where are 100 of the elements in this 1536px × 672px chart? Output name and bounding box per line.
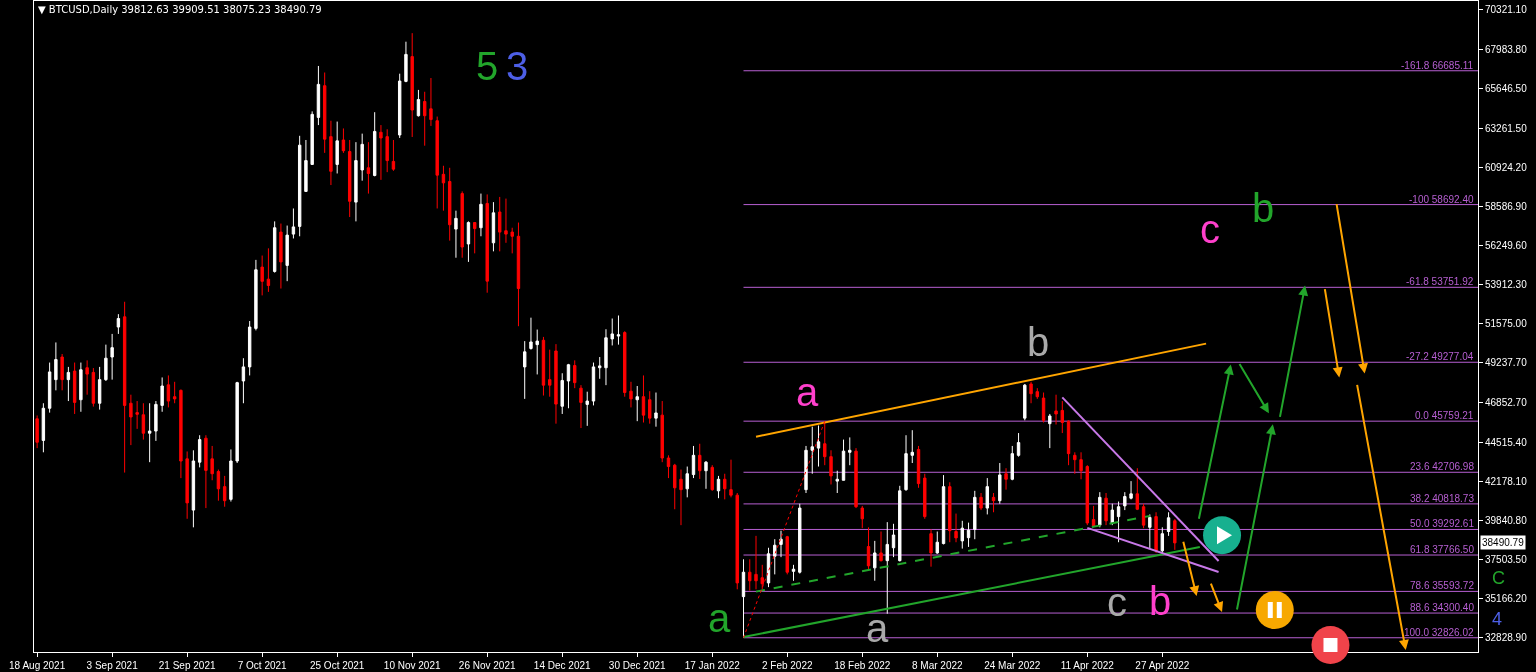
candlestick <box>860 505 864 529</box>
y-tick-label: 42178.10 <box>1485 475 1528 487</box>
candlestick <box>41 402 46 453</box>
annotation: a <box>796 370 819 414</box>
candlestick <box>454 210 458 259</box>
candlestick <box>154 400 158 442</box>
candlestick <box>773 538 777 575</box>
annotation: c <box>1200 207 1220 251</box>
candlestick <box>266 247 271 293</box>
candlestick <box>904 434 908 492</box>
ref-line-label: 61.8 37766.50 <box>1410 544 1475 555</box>
candlestick <box>304 139 308 193</box>
candlestick <box>485 193 489 294</box>
candlestick <box>135 400 139 430</box>
candlestick <box>1116 501 1121 543</box>
candlestick <box>648 390 652 425</box>
candlestick <box>929 528 933 568</box>
candlestick <box>660 400 664 463</box>
candlestick <box>235 381 239 464</box>
annotation: b <box>1149 579 1172 623</box>
candlestick <box>691 445 696 479</box>
candlestick <box>191 449 196 528</box>
candlestick <box>272 220 277 274</box>
candlestick <box>204 434 208 509</box>
y-tick-label: 39840.80 <box>1485 514 1528 526</box>
text: C <box>1492 568 1505 588</box>
candlestick <box>1023 383 1027 421</box>
candlestick <box>147 402 152 463</box>
y-tick-label: 53912.30 <box>1485 279 1528 291</box>
candlestick <box>85 359 89 396</box>
candlestick <box>254 259 258 331</box>
candlestick <box>529 317 533 351</box>
candlestick <box>297 135 302 237</box>
candlestick <box>222 475 227 508</box>
candlestick <box>573 359 577 389</box>
candlestick <box>291 207 296 239</box>
candlestick <box>460 190 464 259</box>
candlestick <box>666 454 671 479</box>
candlestick <box>197 434 202 468</box>
candlestick <box>791 564 796 582</box>
candlestick <box>616 314 621 346</box>
y-tick-label: 49237.70 <box>1485 357 1528 369</box>
candlestick <box>966 522 971 548</box>
x-tick-label: 26 Nov 2021 <box>458 660 516 671</box>
candlestick <box>229 448 233 503</box>
y-tick-label: 51575.00 <box>1485 318 1528 330</box>
candlestick <box>1154 511 1158 554</box>
candlestick <box>1098 491 1102 528</box>
y-tick-label: 63261.50 <box>1485 122 1528 134</box>
x-tick-label: 2 Feb 2022 <box>761 660 813 671</box>
candlestick <box>804 445 808 494</box>
candlestick <box>1054 394 1058 426</box>
candlestick <box>848 436 852 466</box>
annotation: 3 <box>506 44 529 88</box>
candlestick <box>385 128 389 173</box>
candlestick <box>866 526 871 571</box>
candlestick <box>510 227 514 254</box>
candlestick <box>535 329 539 375</box>
x-tick-label: 18 Aug 2021 <box>9 660 66 671</box>
candlestick <box>260 255 264 296</box>
x-tick-label: 3 Sep 2021 <box>86 660 139 671</box>
candlestick <box>941 474 946 545</box>
candlestick <box>79 362 83 413</box>
candlestick <box>723 473 727 500</box>
candlestick <box>1110 503 1115 526</box>
chart-title: ▼ BTCUSD,Daily 39812.63 39909.51 38075.23 38490.79 <box>38 3 322 15</box>
candlestick <box>779 530 783 558</box>
candlestick <box>891 523 896 558</box>
candlestick <box>873 540 877 582</box>
candlestick <box>785 535 789 575</box>
candlestick <box>160 376 164 413</box>
candlestick <box>1123 491 1127 511</box>
text: 38490.79 <box>1482 537 1525 548</box>
candlestick <box>1048 413 1052 449</box>
candlestick <box>1160 526 1165 554</box>
candlestick <box>1085 464 1090 526</box>
candlestick <box>185 450 189 520</box>
candlestick <box>1029 381 1033 404</box>
text: 4 <box>1492 609 1503 629</box>
candlestick <box>1066 419 1071 466</box>
x-tick-label: 24 Mar 2022 <box>984 660 1041 671</box>
candlestick <box>923 473 927 520</box>
candlestick <box>329 120 333 186</box>
candlestick <box>322 72 327 154</box>
ref-line-label: 50.0 39292.61 <box>1410 518 1475 529</box>
candlestick <box>379 124 383 181</box>
candlestick <box>122 301 127 474</box>
x-tick-label: 11 Apr 2022 <box>1060 660 1115 671</box>
candlestick <box>623 330 627 398</box>
y-tick-label: 56249.60 <box>1485 240 1528 251</box>
ref-line-label: -27.2 49277.04 <box>1406 351 1474 362</box>
candlestick <box>491 201 496 252</box>
candlestick <box>885 521 889 615</box>
candlestick <box>760 564 764 590</box>
candlestick <box>604 328 608 386</box>
candlestick <box>1004 467 1008 491</box>
candlestick <box>179 389 183 479</box>
candlestick <box>91 367 96 408</box>
candlestick <box>1010 445 1014 481</box>
candlestick <box>735 492 739 590</box>
